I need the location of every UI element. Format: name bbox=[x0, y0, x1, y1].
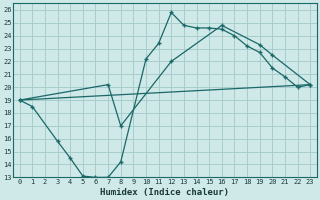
X-axis label: Humidex (Indice chaleur): Humidex (Indice chaleur) bbox=[100, 188, 229, 197]
